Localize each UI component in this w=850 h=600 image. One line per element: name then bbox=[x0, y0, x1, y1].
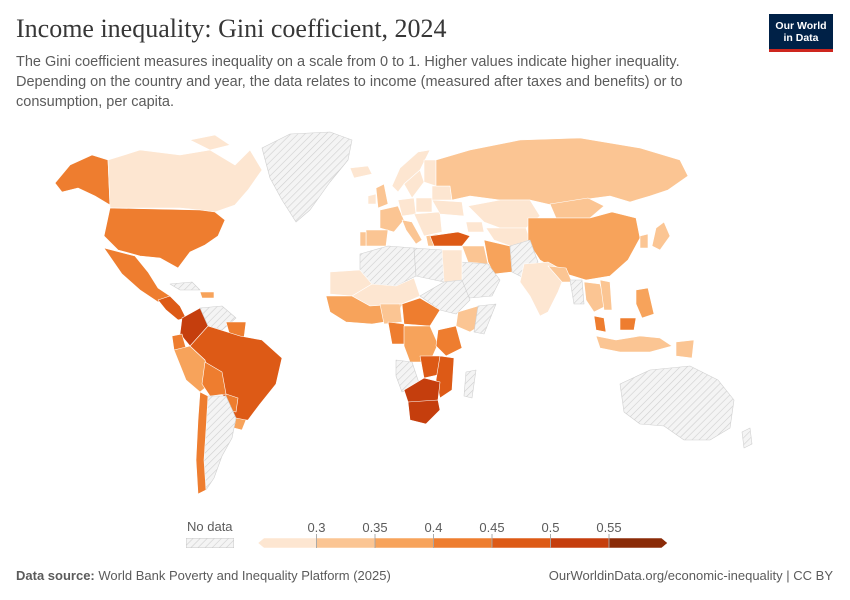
vietnam[interactable] bbox=[599, 279, 613, 311]
logo-line-2: in Data bbox=[783, 31, 819, 44]
italy[interactable] bbox=[401, 219, 423, 245]
east-africa[interactable] bbox=[435, 325, 463, 357]
japan[interactable] bbox=[651, 221, 671, 251]
central-america[interactable] bbox=[157, 295, 187, 321]
mongolia[interactable] bbox=[549, 197, 605, 219]
legend-tick-label: 0.3 bbox=[307, 520, 325, 535]
malaysia[interactable] bbox=[593, 315, 607, 333]
alaska[interactable] bbox=[54, 154, 111, 206]
ireland[interactable] bbox=[367, 193, 377, 205]
legend-bin-1 bbox=[316, 537, 376, 549]
madagascar[interactable] bbox=[463, 369, 477, 399]
legend-no-data-label: No data bbox=[187, 519, 233, 534]
nigeria[interactable] bbox=[379, 303, 403, 325]
legend-bin-3 bbox=[433, 537, 493, 549]
data-source-text: World Bank Poverty and Inequality Platfo… bbox=[98, 568, 391, 583]
somalia[interactable] bbox=[473, 303, 497, 335]
france[interactable] bbox=[379, 205, 405, 233]
new-zealand[interactable] bbox=[741, 427, 753, 449]
canada[interactable] bbox=[107, 149, 263, 213]
borneo-malaysia[interactable] bbox=[619, 317, 637, 331]
sudan[interactable] bbox=[419, 279, 471, 315]
poland[interactable] bbox=[415, 197, 433, 213]
finland[interactable] bbox=[423, 159, 437, 187]
bolivia[interactable] bbox=[201, 361, 227, 397]
united-kingdom[interactable] bbox=[375, 183, 389, 209]
philippines[interactable] bbox=[635, 287, 655, 319]
iran[interactable] bbox=[483, 239, 513, 275]
hispaniola[interactable] bbox=[199, 291, 215, 299]
legend-bin-5 bbox=[550, 537, 610, 549]
legend-bin-0 bbox=[257, 537, 317, 549]
legend-tick-label: 0.5 bbox=[541, 520, 559, 535]
iceland[interactable] bbox=[349, 165, 373, 179]
caucasus[interactable] bbox=[465, 221, 485, 233]
page-title: Income inequality: Gini coefficient, 202… bbox=[16, 14, 447, 43]
legend-bin-2 bbox=[374, 537, 434, 549]
legend-tick-label: 0.4 bbox=[424, 520, 442, 535]
papua-new-guinea[interactable] bbox=[675, 339, 695, 359]
argentina[interactable] bbox=[203, 395, 237, 491]
page-subtitle: The Gini coefficient measures inequality… bbox=[16, 54, 683, 110]
libya[interactable] bbox=[413, 247, 445, 283]
thailand-indochina[interactable] bbox=[583, 281, 607, 313]
turkey[interactable] bbox=[429, 231, 471, 247]
legend-tick-label: 0.45 bbox=[479, 520, 504, 535]
owid-logo[interactable]: Our World in Data bbox=[769, 14, 833, 52]
india[interactable] bbox=[519, 261, 567, 317]
balkans[interactable] bbox=[413, 211, 443, 237]
south-africa[interactable] bbox=[407, 399, 441, 425]
syria-iraq[interactable] bbox=[461, 245, 489, 265]
legend-bin-6 bbox=[608, 537, 668, 549]
legend-tick-label: 0.55 bbox=[596, 520, 621, 535]
chad-car[interactable] bbox=[401, 297, 441, 327]
legend-tick-label: 0.35 bbox=[362, 520, 387, 535]
data-source: Data source: World Bank Poverty and Ineq… bbox=[16, 568, 391, 583]
baltics-belarus[interactable] bbox=[431, 185, 453, 201]
united-states[interactable] bbox=[103, 207, 226, 269]
egypt[interactable] bbox=[441, 249, 463, 283]
ukraine[interactable] bbox=[431, 199, 465, 217]
indonesia[interactable] bbox=[595, 335, 673, 353]
korea[interactable] bbox=[639, 233, 649, 249]
legend-bin-4 bbox=[491, 537, 551, 549]
legend-no-data-swatch bbox=[186, 538, 234, 548]
australia[interactable] bbox=[619, 365, 735, 441]
spain[interactable] bbox=[365, 229, 389, 247]
mozambique[interactable] bbox=[435, 355, 455, 399]
myanmar[interactable] bbox=[569, 279, 585, 305]
world-map[interactable] bbox=[0, 122, 850, 512]
portugal[interactable] bbox=[359, 231, 367, 247]
canada-islands[interactable] bbox=[189, 134, 231, 151]
chile[interactable] bbox=[195, 391, 209, 495]
logo-line-1: Our World bbox=[775, 19, 827, 32]
china[interactable] bbox=[527, 211, 641, 281]
russia[interactable] bbox=[435, 137, 689, 207]
cuba[interactable] bbox=[169, 281, 201, 291]
greenland[interactable] bbox=[261, 131, 353, 223]
source-url[interactable]: OurWorldinData.org/economic-inequality |… bbox=[548, 568, 833, 583]
data-source-label: Data source: bbox=[16, 568, 95, 583]
